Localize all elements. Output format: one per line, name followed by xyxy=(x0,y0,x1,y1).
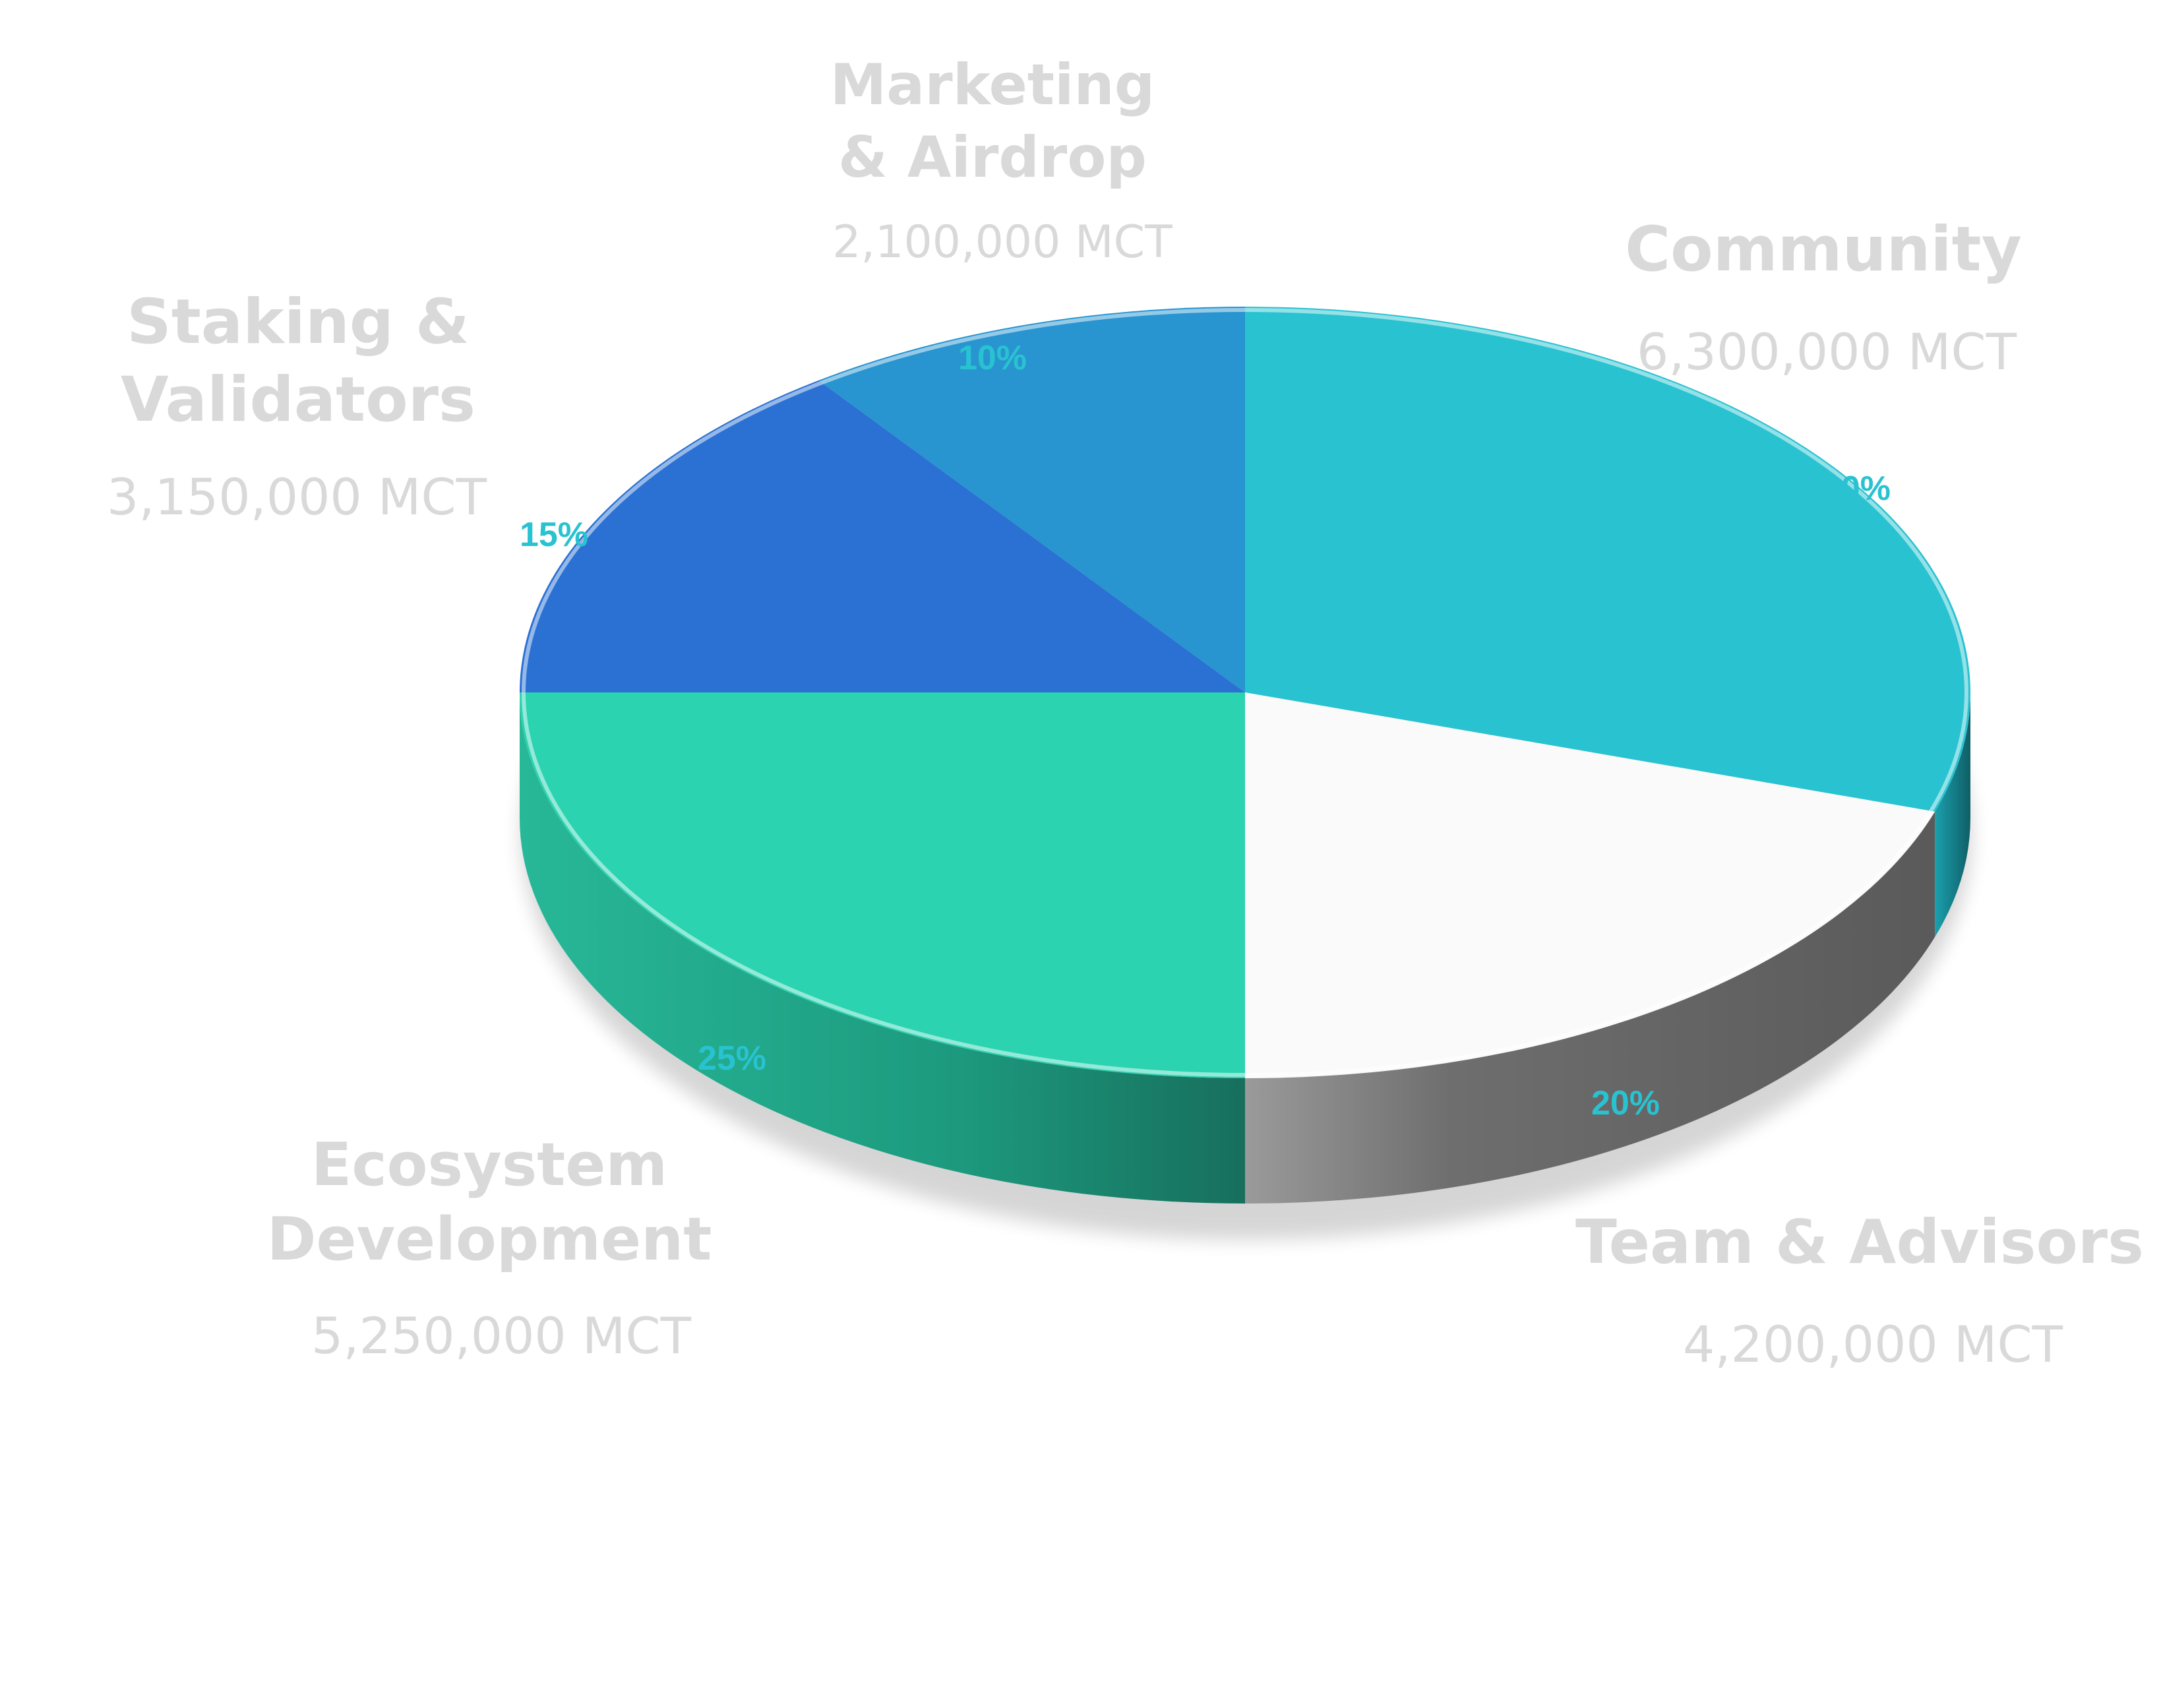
pie-slice-marketing-airdrop xyxy=(818,307,1245,692)
percent-label: 10% xyxy=(958,339,1027,377)
percent-label: 20% xyxy=(1591,1084,1660,1122)
label-name: & Airdrop xyxy=(838,125,1147,191)
label-amount: 4,200,000 MCT xyxy=(1683,1315,2063,1374)
label-team-advisors: Team & Advisors 4,200,000 MCT 20% xyxy=(1575,1084,2144,1374)
label-marketing-airdrop: Marketing & Airdrop 2,100,000 MCT 10% xyxy=(830,52,1172,377)
percent-label: 25% xyxy=(698,1039,766,1078)
label-amount: 5,250,000 MCT xyxy=(311,1306,692,1365)
pie-slice-staking-validators xyxy=(520,380,1245,692)
pie-side-community xyxy=(1935,692,1970,937)
pie-side-ecosystem-development xyxy=(520,692,1245,1204)
label-name: Team & Advisors xyxy=(1575,1207,2144,1277)
pie-labels: Marketing & Airdrop 2,100,000 MCT 10% St… xyxy=(107,52,2144,1374)
label-name: Staking & xyxy=(127,286,470,358)
pie-slice-team-advisors xyxy=(1245,692,1935,1078)
pie-slice-community xyxy=(1245,307,1970,812)
label-staking-validators: Staking & Validators 3,150,000 MCT 15% xyxy=(107,286,588,554)
percent-label: 15% xyxy=(520,516,588,554)
label-amount: 3,150,000 MCT xyxy=(107,468,487,526)
label-amount: 6,300,000 MCT xyxy=(1637,322,2017,381)
pie-sides xyxy=(520,692,1970,1204)
label-name: Validators xyxy=(121,364,475,436)
pie-rim-highlight xyxy=(522,308,1968,1077)
label-amount: 2,100,000 MCT xyxy=(832,216,1172,268)
label-name: Ecosystem xyxy=(311,1130,667,1200)
label-ecosystem-development: Ecosystem Development 5,250,000 MCT 25% xyxy=(267,1039,766,1365)
pie-slice-ecosystem-development xyxy=(520,692,1245,1078)
pie-side-team-advisors xyxy=(1245,811,1935,1204)
label-name: Community xyxy=(1625,214,2022,286)
label-community: Community 6,300,000 MCT 30% xyxy=(1625,214,2022,508)
label-name: Marketing xyxy=(830,52,1155,118)
percent-label: 30% xyxy=(1822,470,1891,508)
label-name: Development xyxy=(267,1205,712,1274)
pie-top xyxy=(520,307,1970,1078)
